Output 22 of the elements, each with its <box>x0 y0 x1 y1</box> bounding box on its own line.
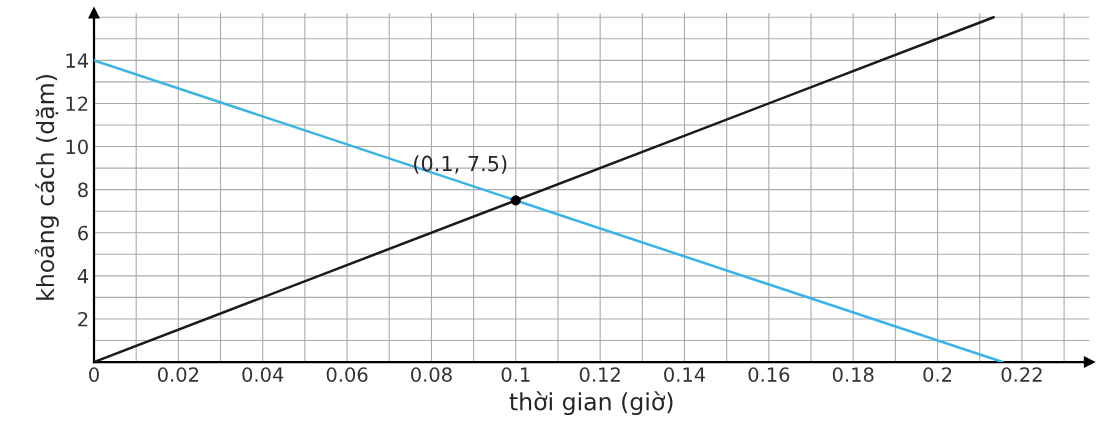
x-axis-title: thời gian (giờ) <box>509 391 673 416</box>
x-tick-label: 0.22 <box>1001 367 1042 382</box>
x-tick-label: 0.16 <box>748 367 790 382</box>
x-tick-label: 0.14 <box>664 367 706 382</box>
x-tick-label: 0.08 <box>411 367 452 382</box>
y-tick-label: 12 <box>66 96 88 111</box>
y-tick-label: 2 <box>78 311 88 327</box>
x-tick-label: 0.2 <box>923 367 952 382</box>
x-tick-label: 0.04 <box>242 367 284 382</box>
x-tick-label: 0 <box>89 367 99 382</box>
x-tick-label: 0.06 <box>326 367 368 382</box>
y-tick-label: 8 <box>78 182 88 198</box>
x-tick-label: 0.1 <box>501 367 530 382</box>
y-tick-label: 14 <box>66 53 89 68</box>
y-axis-title: khoảng cách (dặm) <box>34 75 59 300</box>
x-tick-label: 0.02 <box>158 367 199 382</box>
y-tick-label: 4 <box>77 269 89 284</box>
y-tick-label: 6 <box>78 225 88 241</box>
annotation: (0.1, 7.5) <box>414 155 507 174</box>
x-tick-label: 0.12 <box>579 367 620 382</box>
x-tick-label: 0.18 <box>832 367 874 382</box>
y-tick-label: 10 <box>66 139 88 155</box>
